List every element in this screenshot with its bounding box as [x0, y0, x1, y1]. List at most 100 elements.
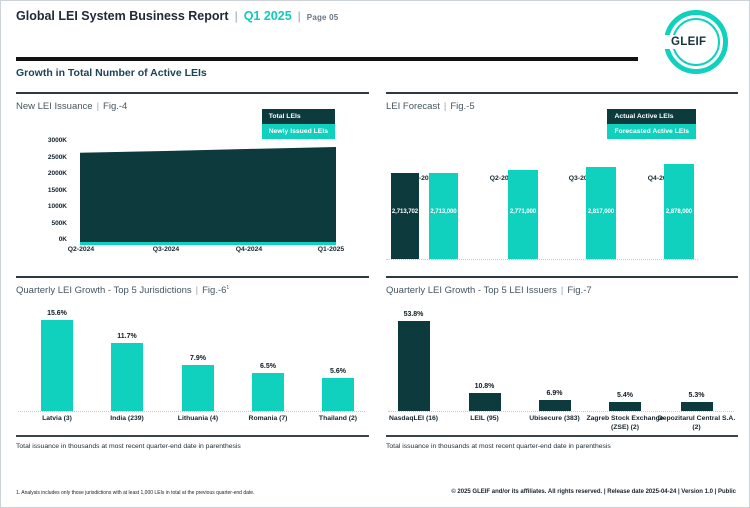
- panel-top5-jurisdictions: Quarterly LEI Growth - Top 5 Jurisdictio…: [16, 276, 369, 468]
- growth-bar: [111, 342, 143, 412]
- category-label: Zagreb Stock Exchange (ZSE) (2): [586, 415, 664, 431]
- x-axis-label: Q1-2025: [317, 246, 345, 253]
- growth-bar: [680, 402, 713, 411]
- category-label: NasdaqLEI (16): [388, 415, 439, 422]
- growth-bar: [322, 378, 354, 411]
- growth-bar: [468, 392, 501, 411]
- category-label: Thailand (2): [318, 415, 358, 422]
- total-leis-area: [80, 147, 336, 242]
- pct-label: 5.3%: [688, 392, 705, 400]
- report-title: Global LEI System Business Report: [16, 9, 229, 23]
- chart-title-text: Quarterly LEI Growth - Top 5 Jurisdictio…: [16, 285, 192, 297]
- y-axis-tick: 3000K: [47, 137, 67, 144]
- page-number: Page 05: [306, 13, 339, 22]
- title-pipe: |: [96, 101, 100, 112]
- growth-bar: [252, 373, 284, 411]
- area-series-svg: [80, 147, 336, 245]
- chart-title-text: LEI Forecast: [386, 101, 440, 112]
- quarter-label: Q2-2025: [489, 175, 517, 182]
- y-axis-tick: 2000K: [47, 170, 67, 177]
- panel-top5-lei-issuers: Quarterly LEI Growth - Top 5 LEI Issuers…: [386, 276, 738, 468]
- figure-label: Fig.-7: [567, 285, 592, 296]
- chart-title-text: Quarterly LEI Growth - Top 5 LEI Issuers: [386, 285, 557, 296]
- figure-footnote-marker: 1: [226, 285, 230, 291]
- figure-label: Fig.-6: [202, 285, 227, 297]
- pct-label: 6.9%: [546, 389, 563, 397]
- panel-new-lei-issuance: New LEI Issuance | Fig.-4 Total LEIs Newly…: [16, 92, 369, 264]
- bar-value-label: 2,713,000: [430, 208, 457, 215]
- newly-issued-leis-strip: [80, 242, 336, 245]
- quarter-label: Q4-2025: [647, 175, 675, 182]
- y-axis-tick: 1000K: [47, 203, 67, 210]
- panel-divider: [386, 435, 738, 437]
- growth-bar: [609, 402, 641, 411]
- forecast-bar: [508, 169, 538, 259]
- bar-value-label: 2,771,000: [509, 208, 537, 215]
- growth-bar: [397, 321, 430, 411]
- pct-label: 10.8%: [474, 382, 495, 390]
- bar-value-label: 2,817,000: [587, 208, 615, 215]
- y-axis-tick: 500K: [51, 219, 67, 227]
- report-header: Global LEI System Business Report | Q1 2…: [16, 9, 338, 23]
- y-axis-tick: 0K: [58, 236, 67, 243]
- panel-divider: [16, 435, 369, 437]
- report-period: Q1 2025: [243, 9, 292, 23]
- pct-label: 5.4%: [617, 392, 633, 399]
- legend-item-actual-active-leis: Actual Active LEIs: [607, 109, 696, 124]
- forecast-bar: [429, 173, 458, 259]
- chart-baseline: [386, 259, 698, 260]
- category-label: India (239): [110, 415, 144, 422]
- logo-wordmark: GLEIF: [671, 36, 707, 48]
- figure-label: Fig.-5: [450, 101, 475, 112]
- pct-label: 5.6%: [330, 368, 346, 376]
- chart-title-forecast: LEI Forecast | Fig.-5: [386, 101, 475, 112]
- forecast-bar: [391, 173, 419, 259]
- title-separator: |: [234, 9, 238, 23]
- pct-label: 11.7%: [117, 332, 137, 340]
- chart-baseline: [388, 411, 734, 412]
- area-chart-issuance: 3000K 2500K 2000K 1500K 1000K 500K 0K Q2-2024 Q3…: [16, 94, 369, 264]
- legend-item-forecasted-active-leis: Forecasted Active LEIs: [607, 124, 696, 139]
- category-label: Depozitarul Central S.A. (2): [657, 415, 736, 431]
- chart-title-issuance: New LEI Issuance | Fig.-4: [16, 101, 127, 112]
- pct-label: 7.9%: [190, 354, 206, 362]
- bar-chart-forecast: Q1-2025 Q2-2025 Q3-2025 Q4-2025 2,713,702 2,7…: [386, 94, 738, 264]
- panel-lei-forecast: LEI Forecast | Fig.-5 Actual Active LEIs F…: [386, 92, 738, 264]
- figure-label: Fig.-4: [103, 101, 128, 112]
- growth-bar: [182, 364, 214, 411]
- pct-label: 53.8%: [403, 311, 424, 318]
- quarter-label: Q3-2025: [568, 175, 596, 182]
- chart-title-issuers: Quarterly LEI Growth - Top 5 LEI Issuers…: [386, 285, 592, 296]
- growth-bar: [41, 320, 73, 411]
- chart-note: Total issuance in thousands at most rece…: [386, 443, 611, 450]
- x-axis-label: Q3-2024: [152, 246, 180, 253]
- title-pipe: |: [560, 285, 564, 296]
- chart-title-jurisdictions: Quarterly LEI Growth - Top 5 Jurisdictio…: [16, 285, 229, 296]
- chart-baseline: [18, 411, 365, 412]
- legend-item-total-leis: Total LEIs: [261, 109, 335, 124]
- legend-forecast: Actual Active LEIs Forecasted Active LEI…: [607, 109, 696, 139]
- header-rule: [16, 57, 638, 61]
- bar-value-label: 2,713,702: [391, 208, 419, 215]
- section-heading: Growth in Total Number of Active LEIs: [16, 67, 207, 79]
- chart-note: Total issuance in thousands at most rece…: [16, 443, 241, 450]
- x-axis-label: Q2-2024: [67, 246, 95, 253]
- logo-text-band: [662, 35, 706, 49]
- growth-bar: [538, 399, 571, 411]
- title-pipe: |: [195, 285, 199, 297]
- title-separator: |: [297, 9, 301, 23]
- chart-title-text: New LEI Issuance: [16, 101, 93, 112]
- category-label: Latvia (3): [42, 415, 72, 422]
- bar-value-label: 2,878,000: [665, 208, 693, 215]
- legend-issuance: Total LEIs Newly Issued LEIs: [261, 109, 335, 139]
- category-label: Romania (7): [248, 415, 288, 422]
- title-pipe: |: [443, 101, 447, 112]
- pct-label: 15.6%: [47, 310, 67, 317]
- footnote: 1. Analysis includes only those jurisdic…: [16, 490, 255, 496]
- category-label: Ubisecure (383): [529, 415, 580, 422]
- category-label: LEIL (95): [470, 415, 499, 422]
- pct-label: 6.5%: [260, 363, 276, 371]
- bar-chart-issuers: 53.8% NasdaqLEI (16) 10.8% LEIL (95) 6.9% Ubi…: [386, 278, 738, 468]
- bar-chart-jurisdictions: 15.6% Latvia (3) 11.7% India (239) 7.9% Lithu…: [16, 278, 369, 468]
